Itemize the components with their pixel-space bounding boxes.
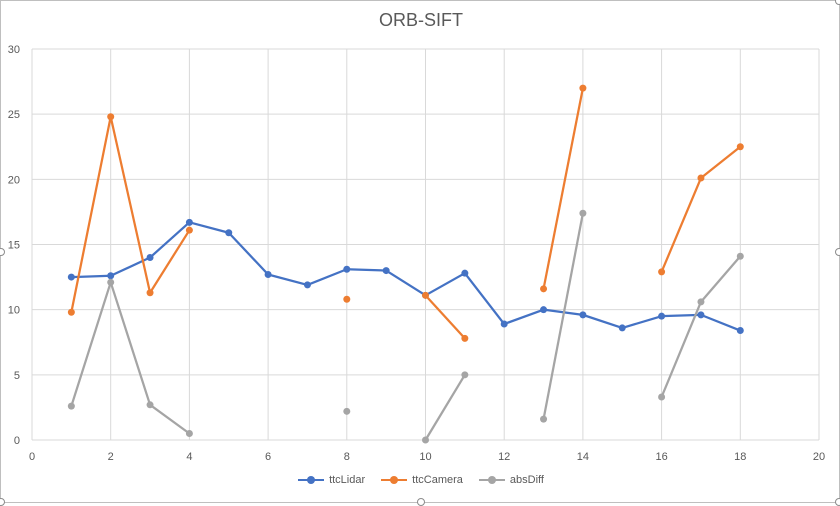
data-point-absdiff[interactable]	[579, 209, 587, 217]
y-tick-label: 20	[8, 174, 20, 186]
legend-label: absDiff	[509, 474, 544, 486]
data-point-ttclidar[interactable]	[697, 311, 705, 319]
data-point-absdiff[interactable]	[107, 278, 115, 286]
x-tick-label: 10	[419, 451, 431, 463]
data-point-absdiff[interactable]	[185, 429, 193, 437]
data-point-ttclidar[interactable]	[343, 265, 351, 273]
legend-marker	[298, 476, 325, 484]
data-point-ttccamera[interactable]	[146, 289, 154, 297]
data-point-ttclidar[interactable]	[67, 273, 75, 281]
resize-handle-bottom-right[interactable]	[835, 498, 840, 506]
x-tick-label: 14	[577, 451, 589, 463]
grid-lines	[31, 48, 820, 441]
legend-marker	[381, 476, 408, 484]
resize-handle-left[interactable]	[0, 248, 5, 256]
x-tick-labels: 0 2 4 6 8 10 12 14 16 18 20	[29, 451, 825, 463]
series-line-ttccamera	[542, 87, 585, 290]
x-tick-label: 8	[344, 451, 350, 463]
data-point-ttccamera[interactable]	[579, 84, 587, 92]
data-point-ttclidar[interactable]	[579, 311, 587, 319]
data-point-ttccamera[interactable]	[461, 334, 469, 342]
data-point-ttclidar[interactable]	[264, 270, 272, 278]
legend-item-ttclidar[interactable]: ttcLidar	[298, 474, 365, 486]
data-point-ttclidar[interactable]	[618, 324, 626, 332]
legend-item-absdiff[interactable]: absDiff	[478, 474, 544, 486]
data-point-absdiff[interactable]	[540, 415, 548, 423]
series-line-absdiff	[70, 281, 191, 435]
y-tick-labels: 0 5 10 15 20 25 30	[8, 44, 20, 447]
chart-title: ORB-SIFT	[379, 10, 463, 30]
resize-handle-bottom[interactable]	[417, 498, 425, 506]
data-point-ttccamera[interactable]	[343, 295, 351, 303]
legend-item-ttccamera[interactable]: ttcCamera	[381, 474, 463, 486]
y-tick-label: 10	[8, 305, 20, 317]
legend-label: ttcCamera	[412, 474, 463, 486]
data-point-ttccamera[interactable]	[185, 226, 193, 234]
series-line-absdiff	[542, 213, 585, 420]
x-tick-label: 4	[186, 451, 192, 463]
y-tick-label: 0	[14, 435, 20, 447]
data-point-absdiff[interactable]	[697, 298, 705, 306]
data-point-absdiff[interactable]	[461, 371, 469, 379]
series-absdiff	[67, 209, 744, 444]
x-tick-label: 16	[655, 451, 667, 463]
series-layer	[67, 84, 744, 444]
x-tick-label: 6	[265, 451, 271, 463]
data-point-ttclidar[interactable]	[382, 267, 390, 275]
legend-label: ttcLidar	[329, 474, 366, 486]
resize-handle-top-right[interactable]	[835, 0, 840, 5]
data-point-ttccamera[interactable]	[67, 308, 75, 316]
data-point-absdiff[interactable]	[422, 436, 429, 444]
data-point-ttclidar[interactable]	[146, 254, 154, 262]
series-ttccamera	[67, 84, 744, 342]
data-point-ttclidar[interactable]	[185, 218, 193, 226]
data-point-ttccamera[interactable]	[540, 285, 548, 293]
series-line-absdiff	[424, 374, 466, 441]
x-tick-label: 20	[813, 451, 825, 463]
data-point-ttccamera[interactable]	[736, 143, 744, 151]
data-point-ttclidar[interactable]	[736, 327, 744, 335]
x-tick-label: 2	[108, 451, 114, 463]
data-point-absdiff[interactable]	[736, 252, 744, 260]
data-point-absdiff[interactable]	[658, 393, 666, 401]
data-point-ttclidar[interactable]	[303, 281, 311, 289]
resize-handle-bottom-left[interactable]	[0, 498, 5, 506]
legend-marker	[478, 476, 505, 484]
data-point-ttccamera[interactable]	[107, 113, 115, 121]
data-point-ttclidar[interactable]	[225, 229, 233, 237]
data-point-ttclidar[interactable]	[107, 272, 115, 280]
data-point-ttccamera[interactable]	[658, 268, 666, 276]
data-point-ttccamera[interactable]	[697, 174, 705, 182]
legend: ttcLidar ttcCamera absDiff	[1, 474, 840, 486]
series-line-ttccamera	[660, 145, 742, 273]
series-line-ttclidar	[71, 221, 741, 332]
x-tick-label: 0	[29, 451, 35, 463]
series-line-ttccamera	[70, 115, 191, 313]
y-tick-label: 15	[8, 240, 20, 252]
x-tick-label: 12	[498, 451, 510, 463]
resize-handle-right[interactable]	[835, 248, 840, 256]
series-line-ttccamera	[424, 294, 466, 340]
y-tick-label: 25	[8, 109, 20, 121]
data-point-ttclidar[interactable]	[461, 269, 469, 277]
data-point-ttclidar[interactable]	[500, 320, 508, 328]
y-tick-label: 5	[14, 370, 20, 382]
series-ttclidar	[67, 218, 744, 335]
data-point-absdiff[interactable]	[146, 401, 154, 409]
data-point-ttclidar[interactable]	[540, 306, 548, 314]
data-point-ttccamera[interactable]	[422, 291, 429, 299]
data-point-ttclidar[interactable]	[658, 312, 666, 320]
x-tick-label: 18	[734, 451, 746, 463]
data-point-absdiff[interactable]	[343, 407, 351, 415]
y-tick-label: 30	[8, 44, 20, 56]
data-point-absdiff[interactable]	[67, 402, 75, 410]
